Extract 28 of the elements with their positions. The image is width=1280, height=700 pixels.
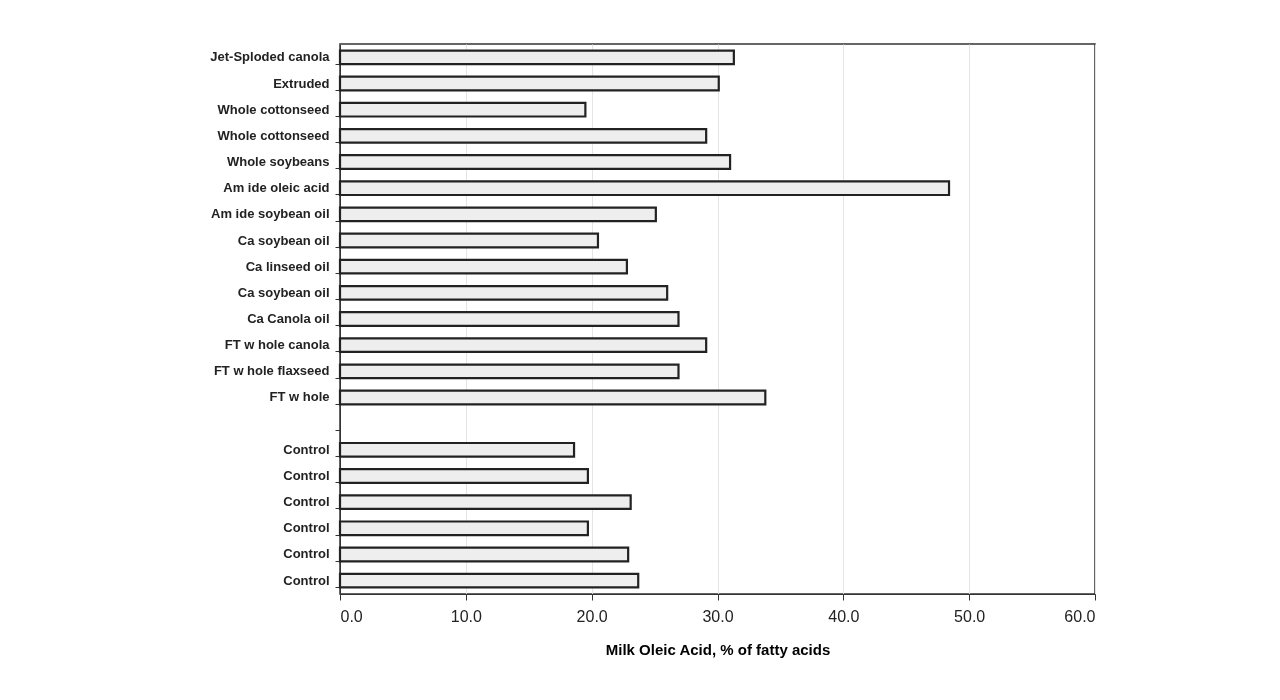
y-tick-label: Whole cottonseed bbox=[217, 127, 330, 143]
x-tick-label: 10.0 bbox=[450, 607, 483, 625]
y-tick-label: Ca soybean oil bbox=[237, 232, 330, 248]
y-tick-label: FT w hole flaxseed bbox=[213, 363, 330, 379]
y-tick-label: Am ide oleic acid bbox=[223, 180, 330, 196]
y-tick-label: Control bbox=[283, 572, 330, 588]
x-tick-label: 60.0 bbox=[1064, 607, 1096, 625]
y-tick-label: Am ide soybean oil bbox=[211, 206, 330, 222]
y-tick-label: FT w hole bbox=[269, 389, 330, 405]
y-tick-label: Extruded bbox=[273, 75, 330, 91]
x-tick-label: 50.0 bbox=[954, 607, 986, 625]
x-tick-label: 0.0 bbox=[340, 607, 363, 625]
y-tick-label: Control bbox=[283, 441, 330, 457]
y-tick-label: Jet-Sploded canola bbox=[210, 49, 331, 65]
y-tick-label: Control bbox=[283, 467, 330, 483]
y-tick-label: Ca Canola oil bbox=[247, 311, 330, 326]
x-tick-label: 30.0 bbox=[702, 607, 734, 625]
x-tick-label: 40.0 bbox=[828, 607, 860, 625]
x-axis-title: Milk Oleic Acid, % of fatty acids bbox=[605, 640, 831, 658]
y-tick-label: Control bbox=[283, 494, 330, 510]
y-tick-label: Ca soybean oil bbox=[237, 284, 330, 300]
y-tick-label: Control bbox=[283, 520, 330, 536]
y-tick-label: Whole cottonseed bbox=[217, 101, 330, 117]
y-tick-label: FT w hole canola bbox=[224, 337, 331, 353]
y-tick-label: Whole soybeans bbox=[226, 154, 330, 170]
x-tick-label: 20.0 bbox=[576, 607, 608, 625]
y-tick-label: Control bbox=[283, 546, 330, 562]
y-tick-label: Ca linseed oil bbox=[245, 258, 330, 274]
